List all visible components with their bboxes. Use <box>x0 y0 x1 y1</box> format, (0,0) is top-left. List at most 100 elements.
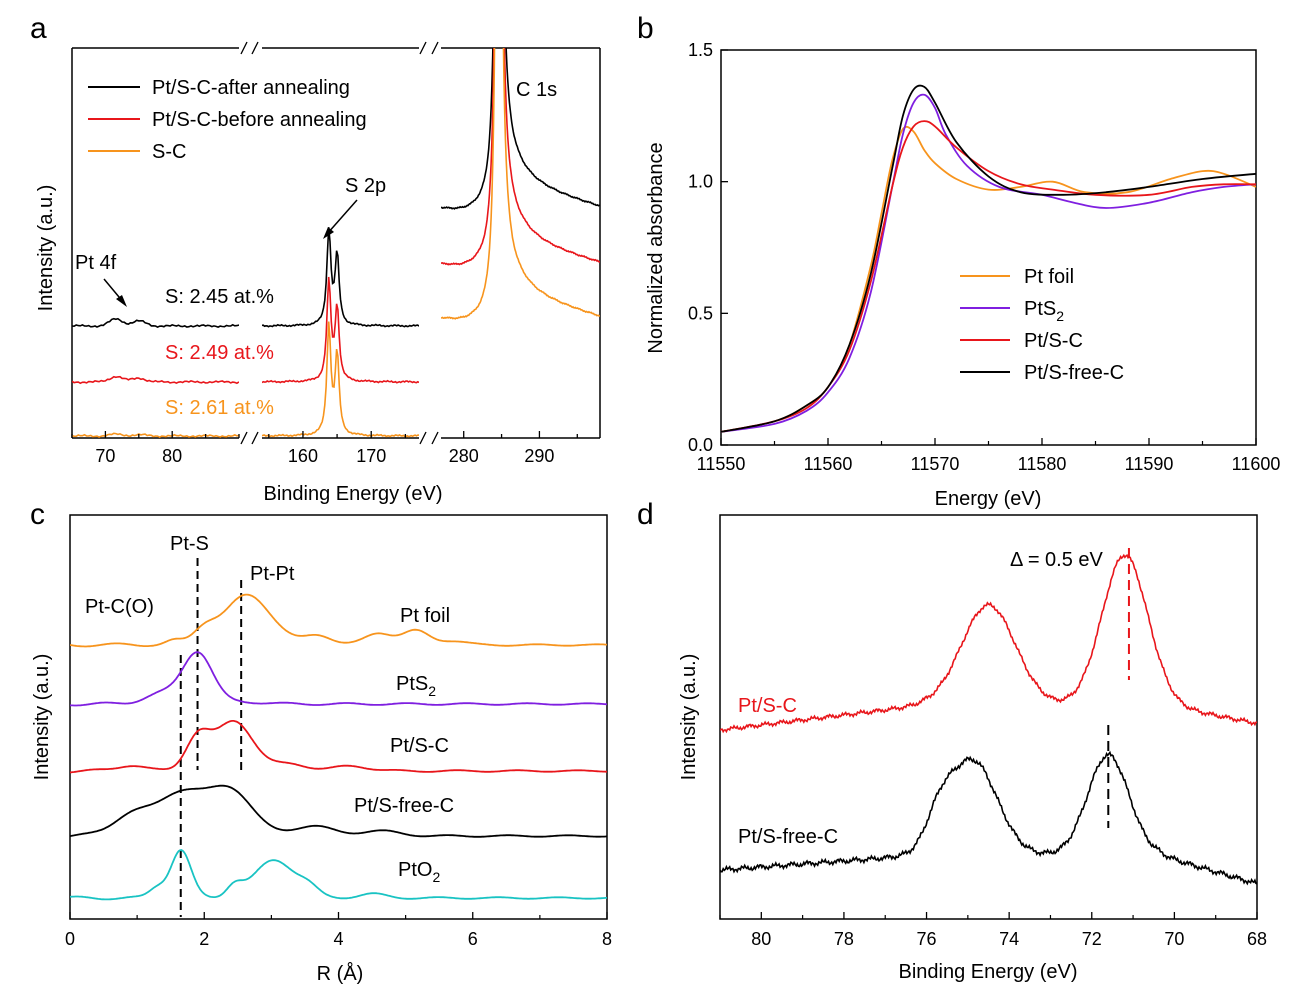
panel-b-legend-label: Pt/S-C <box>1024 330 1083 352</box>
panel-d-x-tick-label: 70 <box>1164 929 1184 949</box>
panel-a-curve-pt4f-2 <box>72 432 239 438</box>
panel-d-series-pt-s-free-c <box>720 750 1257 886</box>
panel-a-curve-pt4f-1 <box>72 375 239 385</box>
panel-b-legend-label: PtS2 <box>1024 298 1064 324</box>
panel-a-frame <box>71 41 601 445</box>
panel-c-x-tick-label: 6 <box>468 929 478 949</box>
legend-label-after-annealing: Pt/S-C-after annealing <box>152 77 350 99</box>
panel-d-x-tick-label: 68 <box>1247 929 1267 949</box>
panel-a-x-tick-label: 170 <box>356 446 386 466</box>
panel-d-x-tick-label: 78 <box>834 929 854 949</box>
panel-d-curves <box>720 553 1257 886</box>
panel-b-series-0 <box>721 125 1256 433</box>
panel-c-series-2 <box>70 720 607 774</box>
panel-label-a: a <box>30 12 47 45</box>
panel-c-series-0 <box>70 593 607 648</box>
panel-b-x-tick-label: 11570 <box>911 454 960 474</box>
panel-a-x-ticks: 70 80 160 170 280 290 <box>71 431 578 466</box>
panel-d-x-tick-label: 76 <box>917 929 937 949</box>
panel-a-x-tick-label: 160 <box>288 446 318 466</box>
panel-b-y-tick-label: 0.5 <box>688 303 713 323</box>
panel-b-series-1 <box>721 93 1256 433</box>
panel-c-y-axis-label: Intensity (a.u.) <box>31 654 53 781</box>
panel-a-curve-c1s-0 <box>441 48 600 210</box>
legend-label-before-annealing: Pt/S-C-before annealing <box>152 109 367 131</box>
panel-b-x-tick-label: 11590 <box>1125 454 1174 474</box>
panel-c-series-label: Pt/S-free-C <box>354 795 454 817</box>
panel-a-curve-s2p-0 <box>262 227 419 328</box>
annotation-pt4f: Pt 4f <box>75 252 117 274</box>
arrowhead-pt4f <box>116 295 127 307</box>
panel-b-series-3 <box>721 84 1256 433</box>
panel-b-legend-label: Pt foil <box>1024 266 1074 288</box>
panel-b-x-tick-label: 11600 <box>1232 454 1281 474</box>
panel-c-frame <box>69 514 608 920</box>
panel-d: d 80 78 76 74 72 70 68 Δ = 0.5 eV Pt/S-C Pt/S-… <box>637 498 1267 983</box>
panel-c-ticks: 0 2 4 6 8 <box>65 912 612 949</box>
panel-c-x-tick-label: 0 <box>65 929 75 949</box>
panel-c-x-tick-label: 4 <box>333 929 343 949</box>
panel-c-x-tick-label: 8 <box>602 929 612 949</box>
panel-a-x-tick-label: 280 <box>449 446 479 466</box>
panel-c-ref-label: Pt-C(O) <box>85 596 154 618</box>
panel-b-x-axis-label: Energy (eV) <box>935 488 1042 510</box>
panel-c-x-tick-label: 2 <box>199 929 209 949</box>
panel-c-series-label: Pt foil <box>400 605 450 627</box>
panel-d-ticks: 80 78 76 74 72 70 68 <box>719 548 1267 949</box>
panel-b-curves <box>721 84 1256 433</box>
panel-d-series-pt-s-c <box>720 553 1257 734</box>
panel-b-y-tick-label: 1.5 <box>688 40 713 60</box>
panel-b-y-tick-label: 1.0 <box>688 172 713 192</box>
panel-d-x-tick-label: 80 <box>751 929 771 949</box>
panel-a-x-tick-label: 290 <box>524 446 554 466</box>
panel-b-x-tick-label: 11580 <box>1018 454 1067 474</box>
panel-label-c: c <box>30 498 45 531</box>
annotation-s2p: S 2p <box>345 175 386 197</box>
composition-label-before: S: 2.49 at.% <box>165 342 274 364</box>
panel-a-curve-pt4f-0 <box>72 317 239 328</box>
panel-c-series-labels: Pt foil PtS2 Pt/S-C Pt/S-free-C PtO2 <box>354 605 454 885</box>
panel-a-curve-c1s-1 <box>441 48 600 266</box>
panel-label-d: d <box>637 498 654 531</box>
panel-c-series-label: PtO2 <box>398 859 440 885</box>
panel-a-curve-c1s-2 <box>441 48 600 320</box>
composition-label-after: S: 2.45 at.% <box>165 286 274 308</box>
panel-b-legend-label: Pt/S-free-C <box>1024 362 1124 384</box>
panel-c: c Pt-C(O) Pt-S Pt-Pt Pt foil PtS2 Pt/S-C Pt/S… <box>30 498 612 985</box>
panel-d-frame <box>719 514 1258 920</box>
panel-b-x-tick-label: 11560 <box>804 454 853 474</box>
panel-c-series-3 <box>70 784 607 838</box>
panel-a: a 70 80 160 170 280 290 Binding Energy (eV) I… <box>30 12 601 505</box>
panel-a-x-tick-label: 70 <box>95 446 115 466</box>
legend-label-s-c: S-C <box>152 141 186 163</box>
panel-a-legend: Pt/S-C-after annealing Pt/S-C-before ann… <box>88 77 367 163</box>
panel-b-legend: Pt foil PtS2 Pt/S-C Pt/S-free-C <box>960 266 1124 384</box>
panel-a-x-axis-label: Binding Energy (eV) <box>264 483 443 505</box>
panel-c-series-label: PtS2 <box>396 673 436 699</box>
panel-a-x-tick-label: 80 <box>162 446 182 466</box>
annotation-c1s: C 1s <box>516 79 557 101</box>
panel-c-series-label: Pt/S-C <box>390 735 449 757</box>
panel-d-label-pt-s-free-c: Pt/S-free-C <box>738 826 838 848</box>
panel-b-y-axis-label: Normalized absorbance <box>645 142 667 353</box>
panel-d-delta-annotation: Δ = 0.5 eV <box>1010 549 1104 571</box>
arrow-s2p <box>326 199 358 235</box>
panel-d-x-axis-label: Binding Energy (eV) <box>899 961 1078 983</box>
arrowhead-s2p <box>323 227 334 239</box>
panel-c-series-4 <box>70 849 607 901</box>
panel-b-y-tick-label: 0.0 <box>688 435 713 455</box>
panel-d-x-tick-label: 72 <box>1082 929 1102 949</box>
composition-label-s-c: S: 2.61 at.% <box>165 397 274 419</box>
panel-c-reference-lines: Pt-C(O) Pt-S Pt-Pt <box>85 533 295 917</box>
panel-a-y-axis-label: Intensity (a.u.) <box>35 185 57 312</box>
panel-c-series-1 <box>70 651 607 707</box>
panel-c-x-axis-label: R (Å) <box>317 962 364 985</box>
panel-b-x-tick-label: 11550 <box>697 454 746 474</box>
panel-d-label-pt-s-c: Pt/S-C <box>738 695 797 717</box>
panel-c-curves <box>70 593 607 901</box>
panel-c-ref-label: Pt-S <box>170 533 209 555</box>
panel-b: b 11550 11560 11570 11580 11590 11600 0.0 0.5 1.… <box>637 12 1280 510</box>
panel-a-curves <box>72 48 600 438</box>
panel-c-ref-label: Pt-Pt <box>250 563 295 585</box>
